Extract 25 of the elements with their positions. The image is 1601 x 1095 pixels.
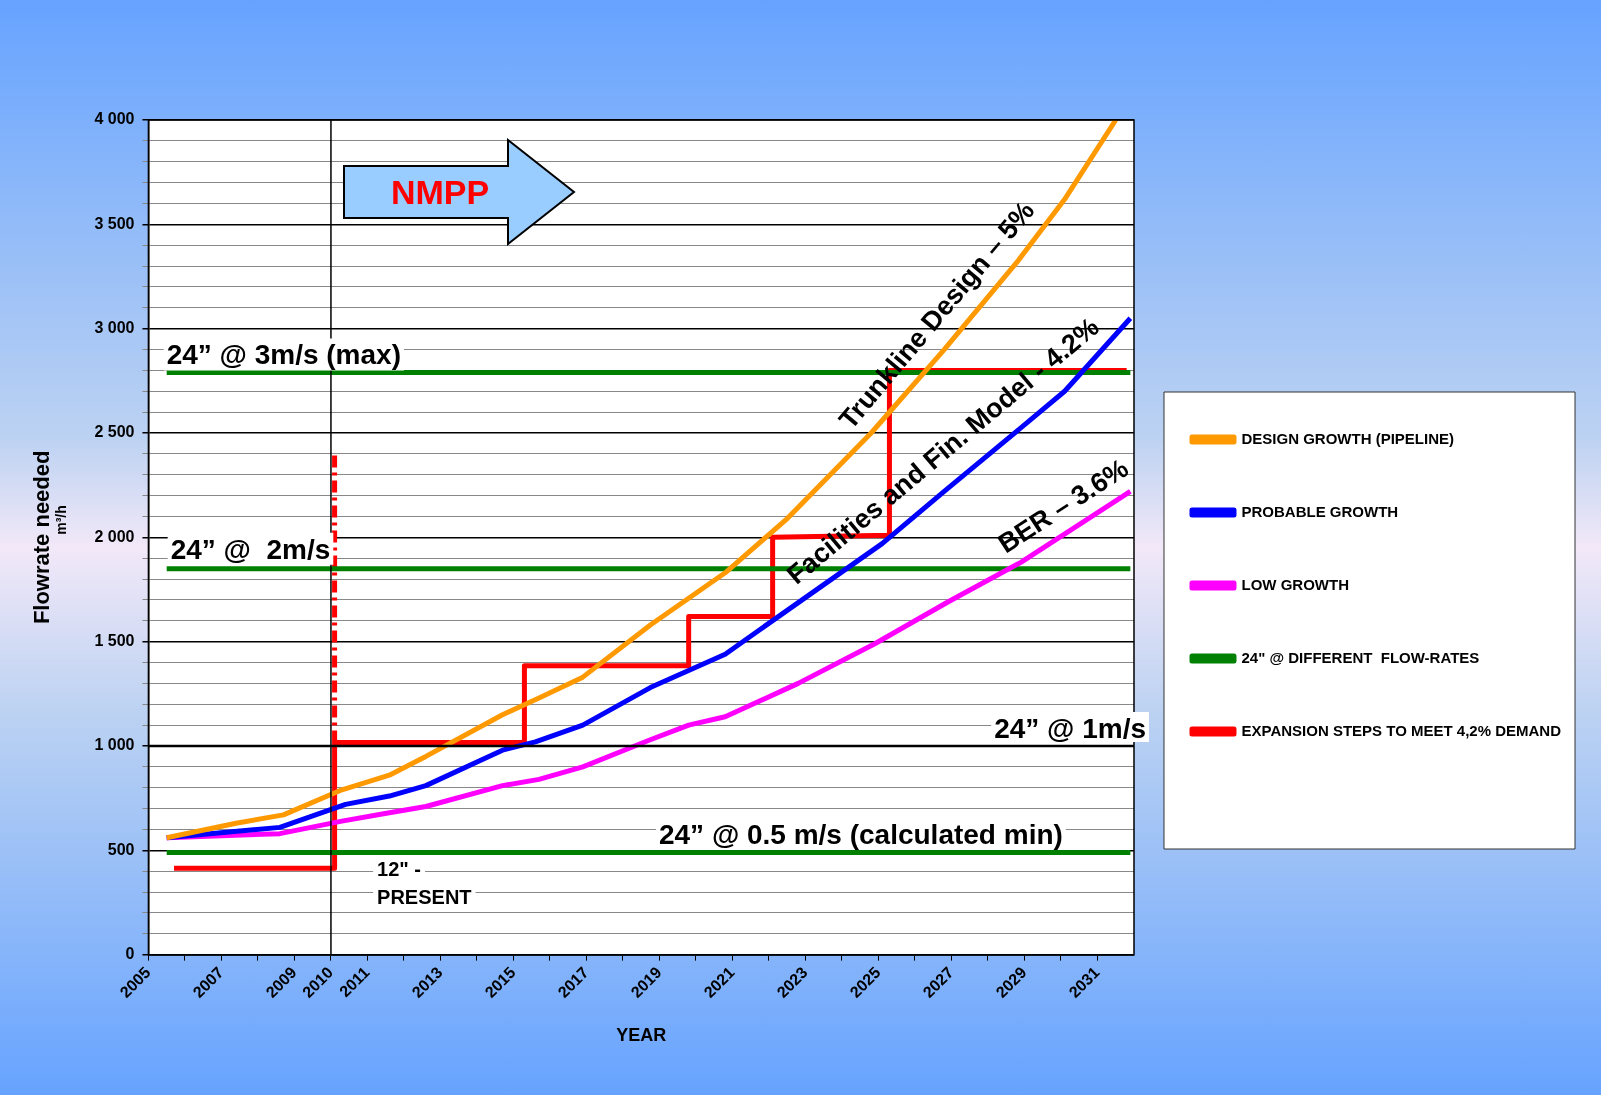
y-tick-label: 0 (125, 945, 135, 963)
y-tick-label: 3 000 (94, 319, 135, 337)
y-tick-label: 2 000 (94, 527, 135, 545)
arrow-icon: NMPP (342, 138, 578, 246)
annotation: 24” @ 3m/s (max) (166, 339, 401, 371)
text: m³/h (52, 505, 69, 535)
annotation: 24” @ 0.5 m/s (calculated min) (658, 818, 1063, 850)
legend-label: LOW GROWTH (1241, 575, 1349, 593)
legend-label: EXPANSION STEPS TO MEET 4,2% DEMAND (1241, 721, 1562, 739)
y-tick-label: 500 (107, 840, 135, 858)
annotation: 12" - PRESENT (377, 858, 472, 909)
y-tick-label: 2 500 (94, 423, 135, 441)
y-tick-label: 1 000 (94, 736, 135, 754)
legend-label: 24" @ DIFFERENT FLOW-RATES (1241, 648, 1480, 666)
x-axis-title: YEAR (616, 1025, 667, 1046)
legend-label: PROBABLE GROWTH (1241, 502, 1399, 520)
ref-line-label: 24” @ 1m/s (994, 712, 1146, 744)
y-tick-label: 3 500 (94, 214, 135, 232)
annotation: BER – 3.6% (992, 452, 1134, 560)
y-tick-label: 1 500 (94, 632, 135, 650)
annotation: NMPP (390, 173, 490, 211)
annotation: 24” @ 2m/s (170, 533, 331, 565)
y-axis-title: Flowrate needed (29, 450, 55, 625)
legend-label: DESIGN GROWTH (PIPELINE) (1241, 429, 1455, 447)
y-tick-label: 4 000 (94, 110, 135, 128)
